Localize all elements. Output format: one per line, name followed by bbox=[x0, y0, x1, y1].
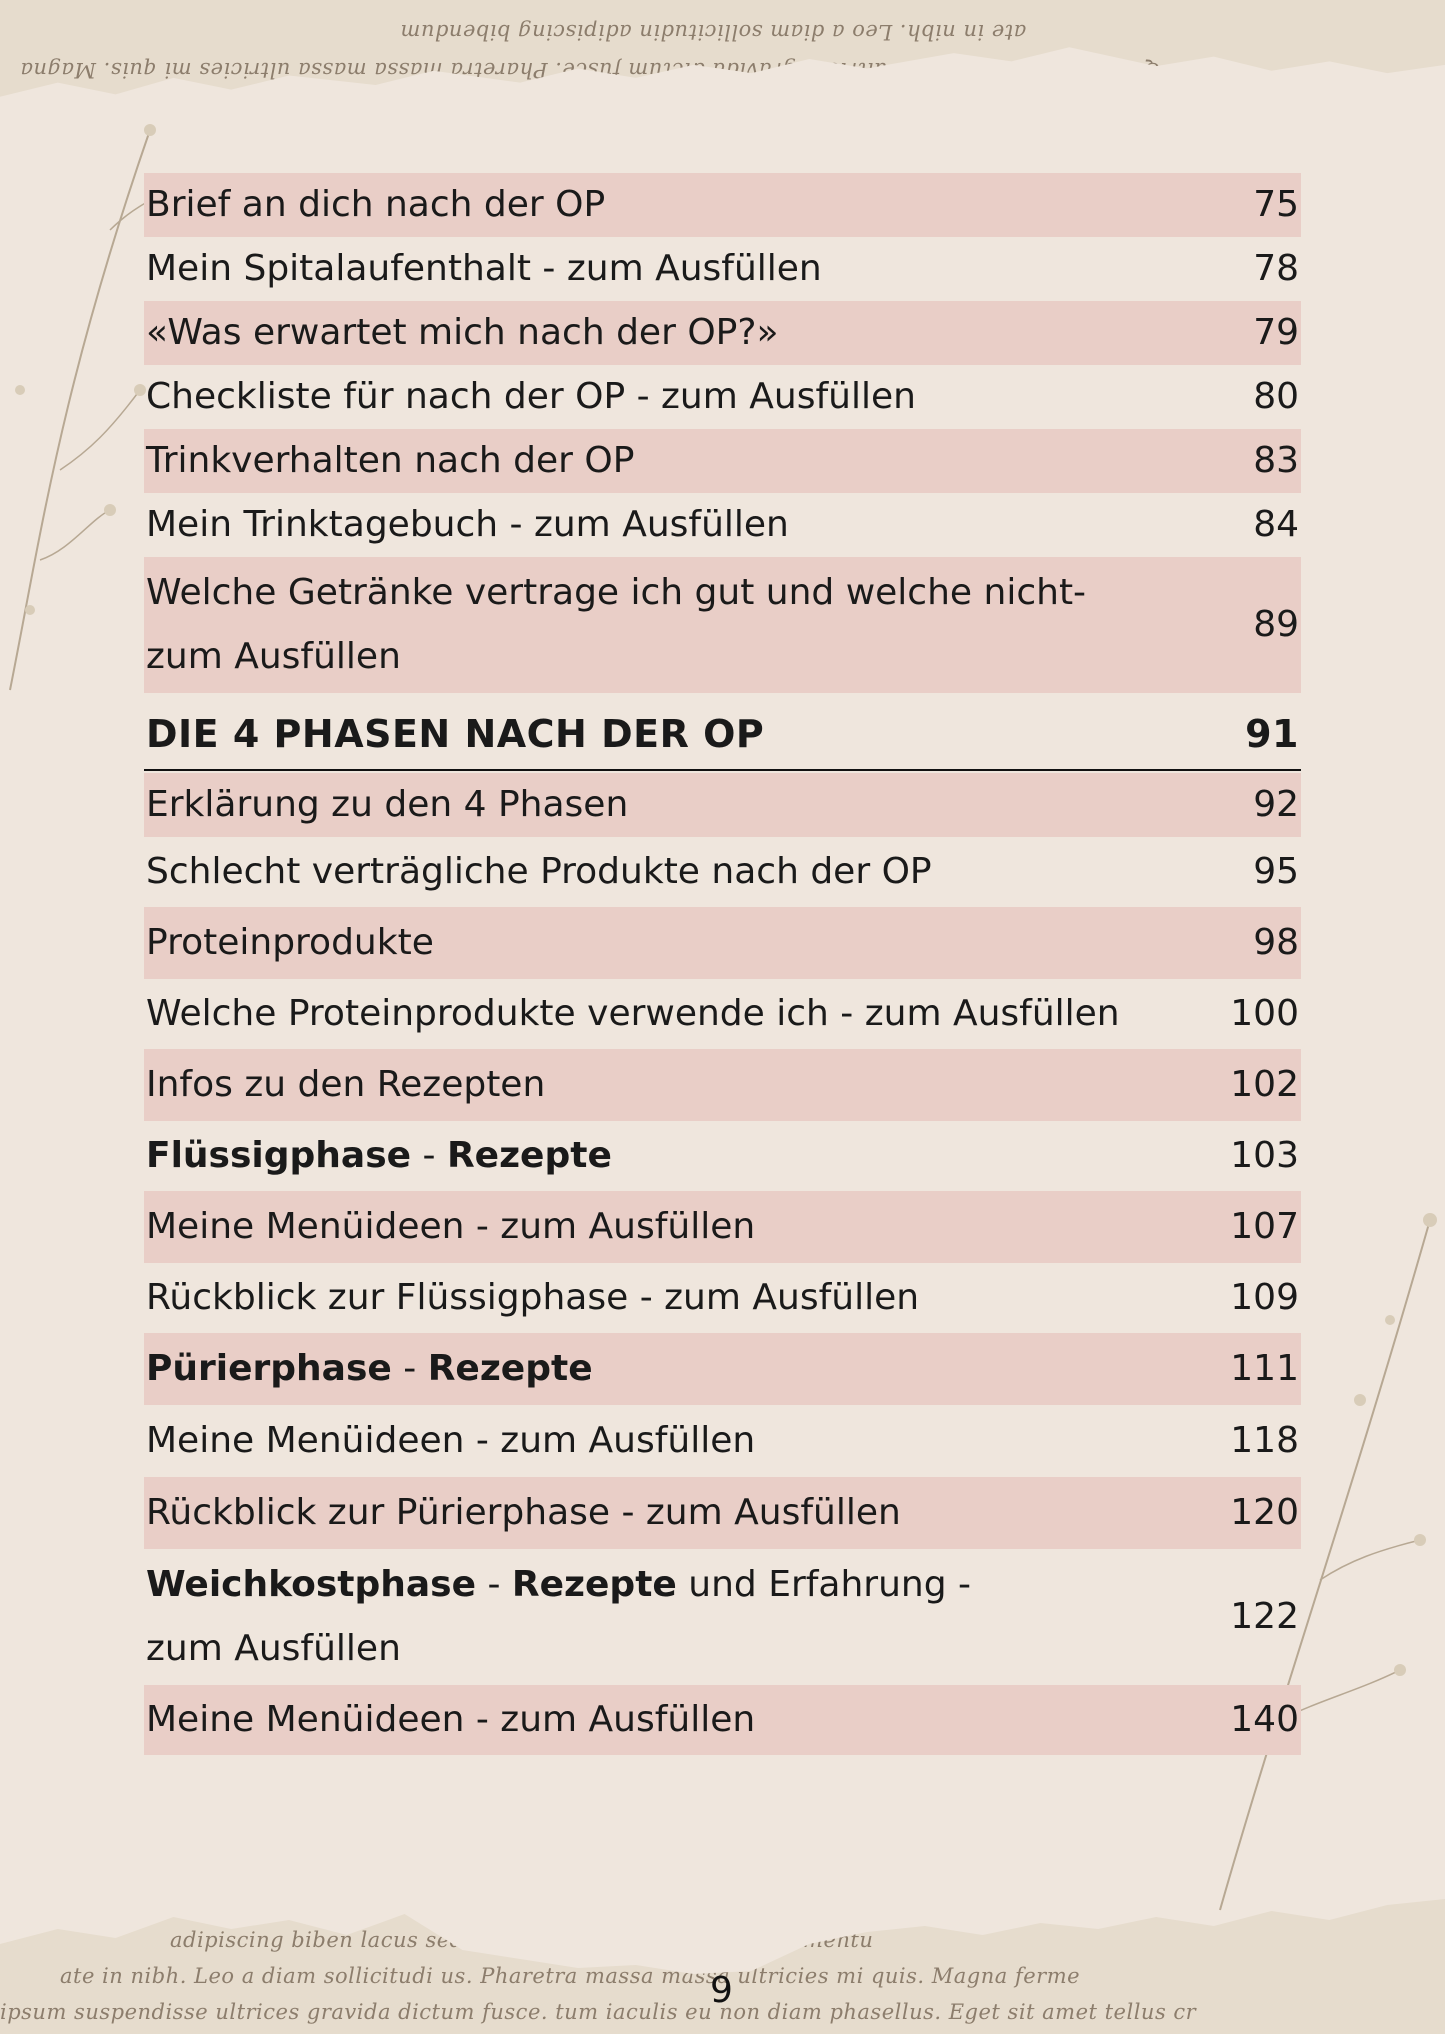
toc-entry-label: Meine Menüideen - zum Ausfüllen bbox=[146, 1206, 756, 1247]
toc-entry-separator: - bbox=[476, 1564, 512, 1605]
toc-entry-label: Meine Menüideen - zum Ausfüllen bbox=[146, 1420, 756, 1461]
page-number: 9 bbox=[710, 1970, 733, 2011]
section-page: 91 bbox=[1245, 712, 1299, 756]
toc-entry-label: Trinkverhalten nach der OP bbox=[146, 440, 635, 481]
toc-entry-page: 89 bbox=[1253, 604, 1299, 645]
background-text: ate in nibh. Leo a diam sollicitudi us. … bbox=[60, 1964, 1081, 1988]
toc-entry[interactable]: Brief an dich nach der OP 75 bbox=[144, 173, 1301, 237]
toc-entry-label: Meine Menüideen - zum Ausfüllen bbox=[146, 1699, 756, 1740]
toc-entry-bold: Flüssigphase bbox=[146, 1135, 412, 1176]
toc-entry-page: 92 bbox=[1253, 784, 1299, 825]
toc-entry-page: 75 bbox=[1253, 184, 1299, 225]
toc-entry-page: 107 bbox=[1230, 1206, 1299, 1247]
toc-entry-page: 111 bbox=[1230, 1348, 1299, 1389]
toc-entry-page: 83 bbox=[1253, 440, 1299, 481]
toc-entry-bold: Rezepte bbox=[446, 1135, 612, 1176]
toc-entry-page: 79 bbox=[1253, 312, 1299, 353]
toc-entry-label: Schlecht verträgliche Produkte nach der … bbox=[146, 851, 932, 892]
toc-entry[interactable]: Trinkverhalten nach der OP 83 bbox=[144, 429, 1301, 493]
toc-entry[interactable]: Rückblick zur Pürierphase - zum Ausfülle… bbox=[144, 1477, 1301, 1549]
toc-entry-bold: Rezepte bbox=[427, 1348, 593, 1389]
toc-entry-label: Checkliste für nach der OP - zum Ausfüll… bbox=[146, 376, 916, 417]
toc-entry[interactable]: «Was erwartet mich nach der OP?» 79 bbox=[144, 301, 1301, 365]
toc-entry-page: 102 bbox=[1230, 1064, 1299, 1105]
toc-entry-label: Proteinprodukte bbox=[146, 922, 434, 963]
toc-entry-page: 140 bbox=[1230, 1699, 1299, 1740]
toc-entry-bold: Rezepte bbox=[511, 1564, 677, 1605]
toc-entry-bold: Weichkostphase bbox=[146, 1564, 477, 1605]
toc-entry-label: Brief an dich nach der OP bbox=[146, 184, 606, 225]
toc-entry-label: Weichkostphase - Rezepte und Erfahrung -… bbox=[146, 1553, 1209, 1681]
toc-entry-label: Infos zu den Rezepten bbox=[146, 1064, 546, 1105]
toc-entry-page: 80 bbox=[1253, 376, 1299, 417]
toc-entry-label: Rückblick zur Pürierphase - zum Ausfülle… bbox=[146, 1492, 901, 1533]
toc-entry-label: Mein Spitalaufenthalt - zum Ausfüllen bbox=[146, 248, 822, 289]
toc-entry[interactable]: Welche Getränke vertrage ich gut und wel… bbox=[144, 557, 1301, 693]
toc-entry-page: 109 bbox=[1230, 1277, 1299, 1318]
toc-entry-page: 95 bbox=[1253, 851, 1299, 892]
toc-entry-page: 84 bbox=[1253, 504, 1299, 545]
toc-entry-page: 120 bbox=[1230, 1492, 1299, 1533]
toc-entry-label: Flüssigphase - Rezepte bbox=[146, 1121, 1209, 1191]
section-title: DIE 4 PHASEN NACH DER OP bbox=[146, 712, 765, 756]
toc-entry-page: 98 bbox=[1253, 922, 1299, 963]
toc-entry-page: 78 bbox=[1253, 248, 1299, 289]
toc-entry[interactable]: Infos zu den Rezepten 102 bbox=[144, 1049, 1301, 1121]
toc-entry[interactable]: Meine Menüideen - zum Ausfüllen 107 bbox=[144, 1191, 1301, 1263]
section-heading[interactable]: DIE 4 PHASEN NACH DER OP 91 bbox=[144, 699, 1301, 771]
toc-entry[interactable]: Checkliste für nach der OP - zum Ausfüll… bbox=[144, 365, 1301, 429]
toc-entry-separator: - bbox=[391, 1348, 428, 1389]
toc-entry-bold: Pürierphase bbox=[146, 1348, 392, 1389]
toc-entry[interactable]: Proteinprodukte 98 bbox=[144, 907, 1301, 979]
toc-entry-page: 118 bbox=[1230, 1420, 1299, 1461]
toc-entry-separator: - bbox=[411, 1135, 447, 1176]
toc-entry[interactable]: Flüssigphase - Rezepte 103 bbox=[144, 1121, 1301, 1191]
floral-branch-right bbox=[1219, 1213, 1437, 1911]
toc-entry[interactable]: Schlecht verträgliche Produkte nach der … bbox=[144, 837, 1301, 907]
toc-entry[interactable]: Mein Trinktagebuch - zum Ausfüllen 84 bbox=[144, 493, 1301, 557]
toc-entry-page: 122 bbox=[1230, 1596, 1299, 1637]
toc-entry[interactable]: Mein Spitalaufenthalt - zum Ausfüllen 78 bbox=[144, 237, 1301, 301]
toc-entry-label-line: zum Ausfüllen bbox=[146, 1628, 401, 1669]
toc-entry-label: Mein Trinktagebuch - zum Ausfüllen bbox=[146, 504, 789, 545]
toc-entry[interactable]: Meine Menüideen - zum Ausfüllen 140 bbox=[144, 1685, 1301, 1755]
toc-entry-rest: und Erfahrung - bbox=[676, 1564, 972, 1605]
toc-entry[interactable]: Pürierphase - Rezepte 111 bbox=[144, 1333, 1301, 1405]
toc-entry-label-line: zum Ausfüllen bbox=[146, 636, 401, 677]
toc-entry-page: 103 bbox=[1230, 1135, 1299, 1176]
toc-entry-label: Welche Getränke vertrage ich gut und wel… bbox=[146, 561, 1209, 689]
torn-paper-top: Quis ipsum suspendisse ultrices gravida … bbox=[0, 0, 1445, 97]
toc-entry-label: Welche Proteinprodukte verwende ich - zu… bbox=[146, 993, 1120, 1034]
toc-entry-label: «Was erwartet mich nach der OP?» bbox=[146, 312, 779, 353]
toc-entry-label: Erklärung zu den 4 Phasen bbox=[146, 784, 629, 825]
background-text: Quis ipsum suspendisse ultrices gravida … bbox=[20, 58, 1161, 82]
toc-entry-label-line: Welche Getränke vertrage ich gut und wel… bbox=[146, 572, 1087, 613]
toc-entry[interactable]: Meine Menüideen - zum Ausfüllen 118 bbox=[144, 1405, 1301, 1477]
toc-entry[interactable]: Welche Proteinprodukte verwende ich - zu… bbox=[144, 979, 1301, 1049]
table-of-contents: Brief an dich nach der OP 75 Mein Spital… bbox=[144, 173, 1301, 1755]
background-text: adipiscing biben lacus sed turpis tincid… bbox=[170, 1928, 874, 1952]
toc-entry[interactable]: Weichkostphase - Rezepte und Erfahrung -… bbox=[144, 1549, 1301, 1685]
toc-entry-label: Pürierphase - Rezepte bbox=[146, 1333, 1209, 1405]
background-text: ate in nibh. Leo a diam sollicitudin adi… bbox=[400, 20, 1027, 44]
background-text: ipsum suspendisse ultrices gravida dictu… bbox=[0, 2000, 1197, 2024]
toc-entry[interactable]: Rückblick zur Flüssigphase - zum Ausfüll… bbox=[144, 1263, 1301, 1333]
toc-entry-label: Rückblick zur Flüssigphase - zum Ausfüll… bbox=[146, 1277, 920, 1318]
toc-entry-page: 100 bbox=[1230, 993, 1299, 1034]
toc-entry[interactable]: Erklärung zu den 4 Phasen 92 bbox=[144, 773, 1301, 837]
